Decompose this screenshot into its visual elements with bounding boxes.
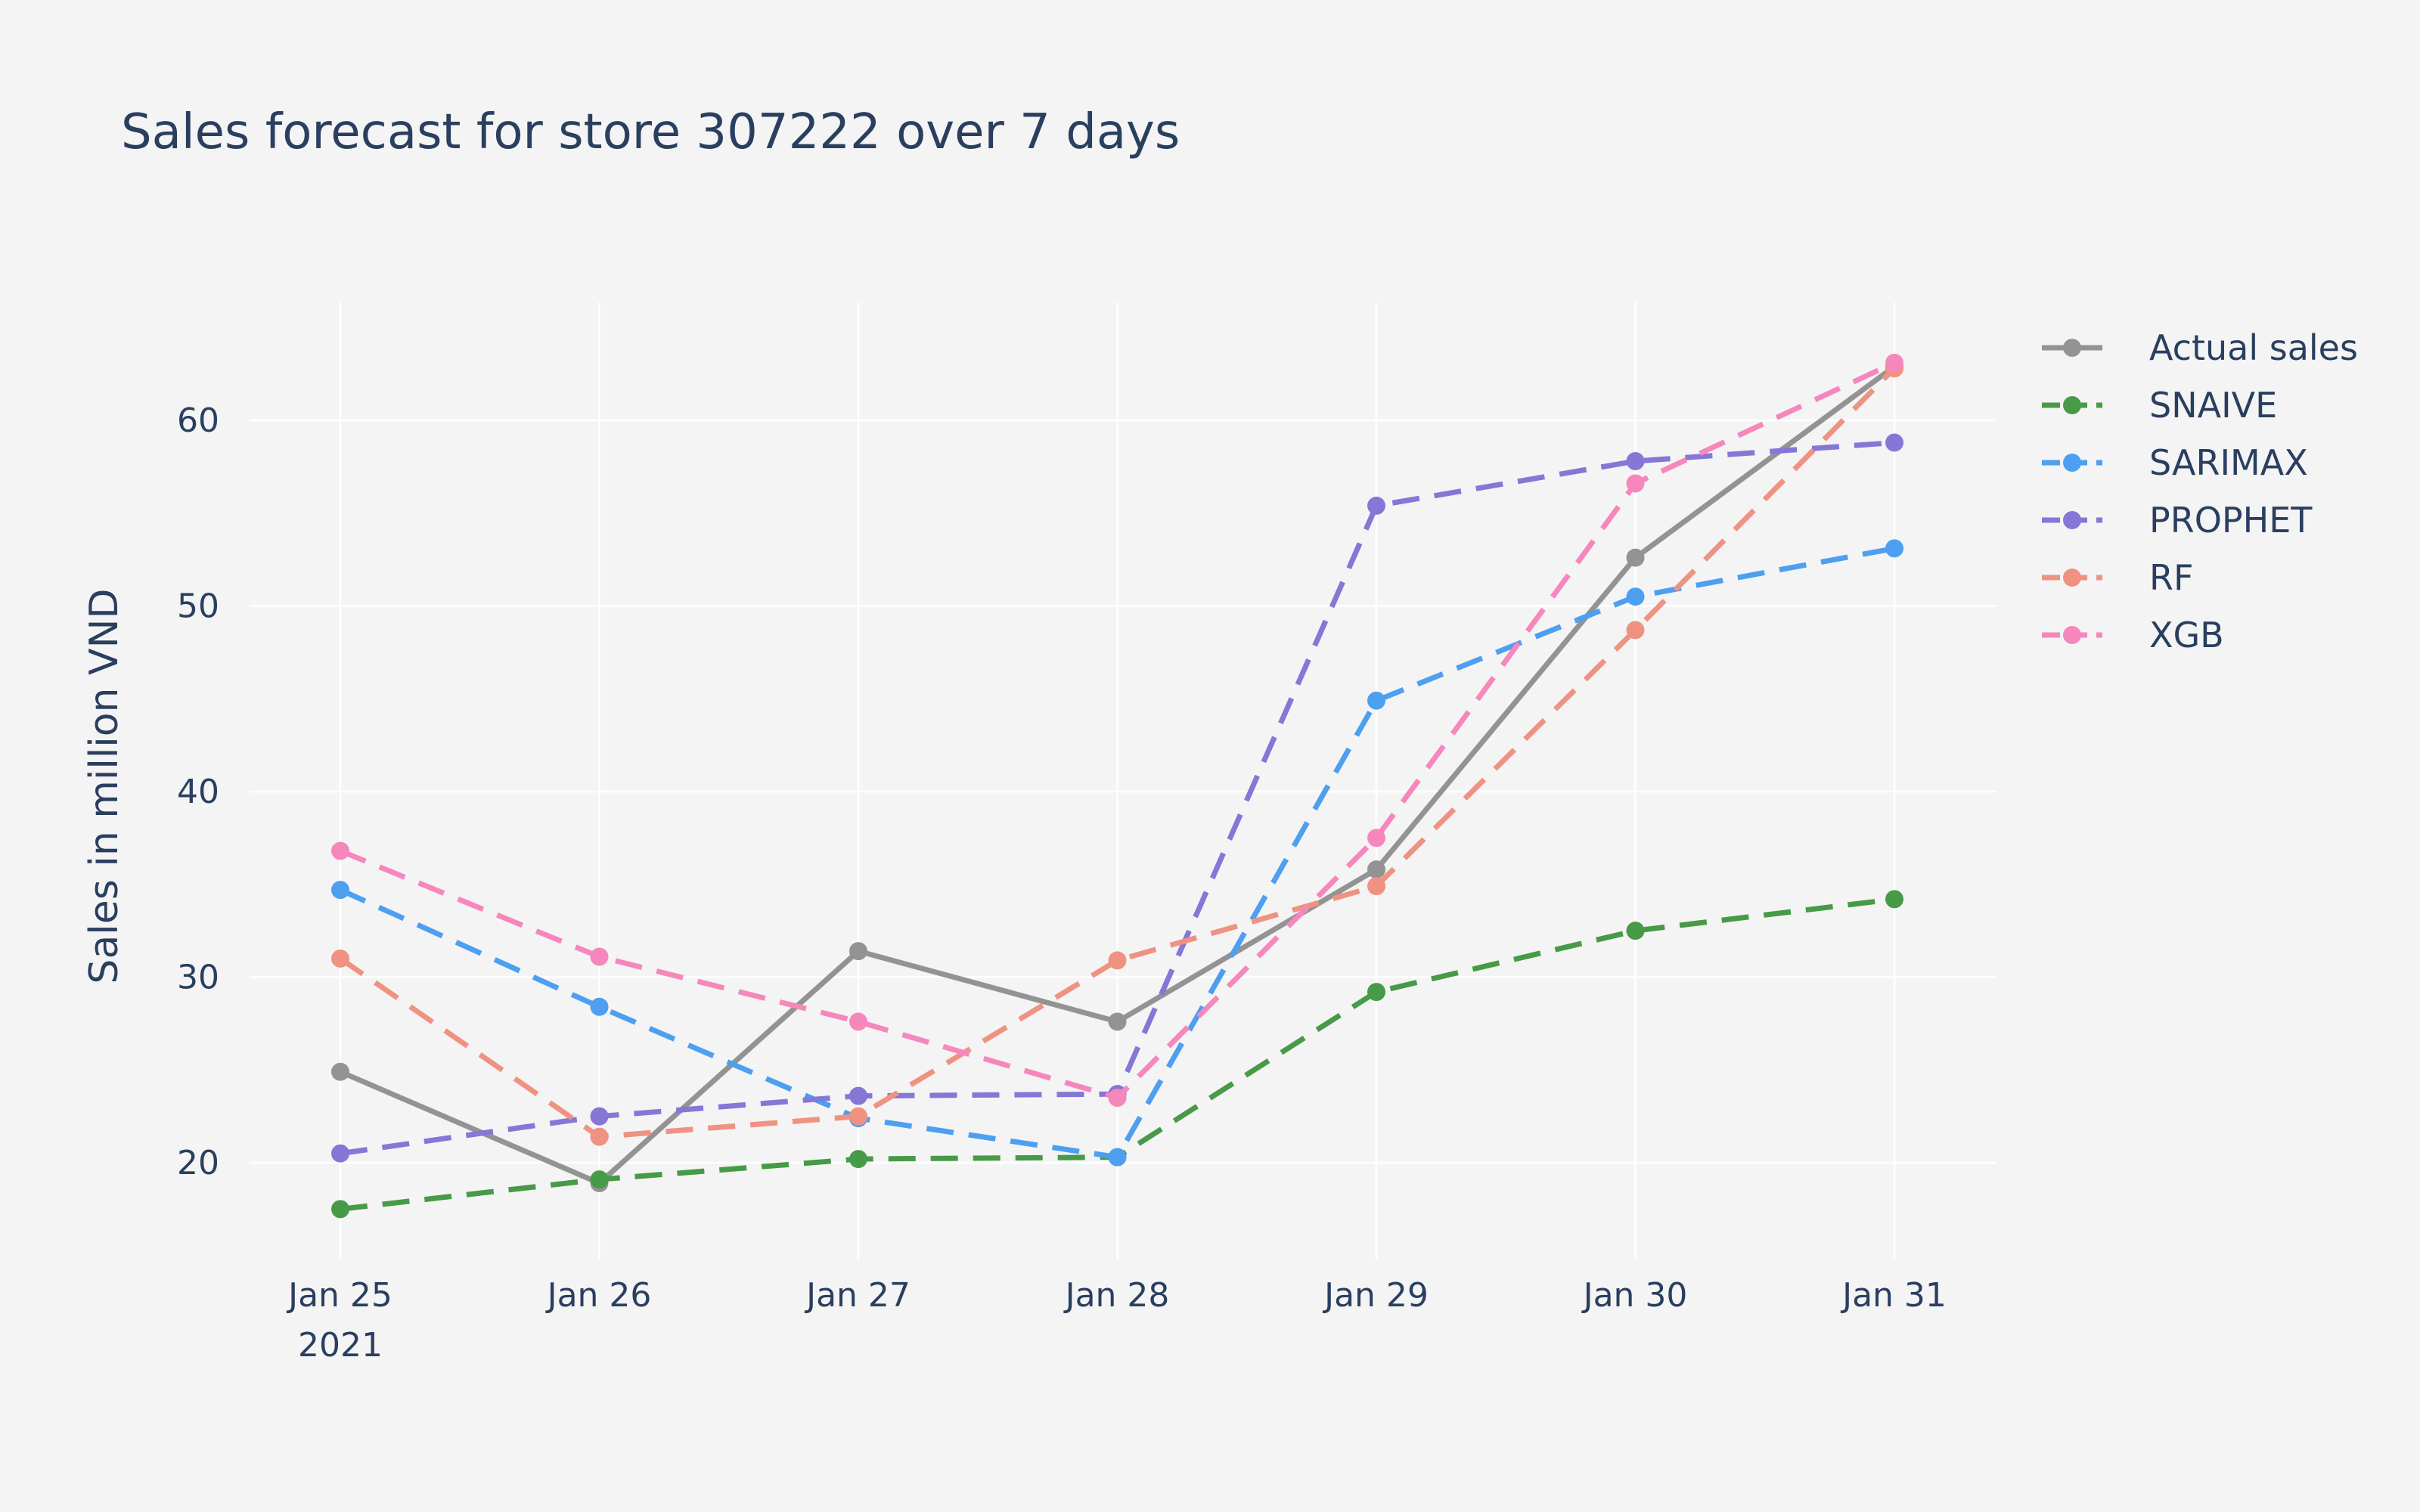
data-point-rf[interactable] [1367, 877, 1385, 896]
data-point-xgb[interactable] [331, 841, 349, 860]
legend-label: RF [2149, 557, 2193, 598]
series-xgb [331, 353, 1903, 1108]
x-tick-label: Jan 29 [1322, 1276, 1429, 1315]
legend-label: Actual sales [2149, 327, 2358, 368]
x-tick-label: Jan 25 [286, 1276, 392, 1315]
y-tick-label: 20 [177, 1144, 219, 1182]
legend-item-prophet[interactable]: PROPHET [2042, 500, 2313, 541]
legend-label: SNAIVE [2149, 385, 2277, 426]
data-point-prophet[interactable] [1885, 433, 1903, 452]
legend-swatch-marker [2063, 396, 2081, 414]
data-point-prophet[interactable] [590, 1107, 609, 1126]
x-year-label: 2021 [298, 1326, 383, 1365]
data-point-sarimax[interactable] [1367, 691, 1385, 710]
y-tick-label: 50 [177, 587, 219, 626]
data-point-rf[interactable] [1626, 621, 1645, 640]
data-point-snaive[interactable] [849, 1150, 867, 1169]
data-point-snaive[interactable] [1626, 922, 1645, 940]
data-point-xgb[interactable] [1885, 353, 1903, 372]
data-point-actual-sales[interactable] [331, 1062, 349, 1081]
data-point-snaive[interactable] [1367, 983, 1385, 1002]
data-point-prophet[interactable] [331, 1144, 349, 1163]
data-point-actual-sales[interactable] [1367, 860, 1385, 879]
series-rf [331, 359, 1903, 1146]
legend-swatch-marker [2063, 626, 2081, 644]
data-point-prophet[interactable] [1626, 452, 1645, 471]
data-point-rf[interactable] [1108, 951, 1127, 970]
data-point-snaive[interactable] [590, 1170, 609, 1189]
legend-item-actual-sales[interactable]: Actual sales [2042, 327, 2358, 368]
data-point-sarimax[interactable] [331, 881, 349, 900]
data-point-prophet[interactable] [849, 1086, 867, 1105]
x-tick-label: Jan 30 [1581, 1276, 1688, 1315]
legend-swatch-marker [2063, 339, 2081, 357]
data-point-actual-sales[interactable] [849, 942, 867, 961]
y-tick-label: 30 [177, 959, 219, 997]
legend-swatch-marker [2063, 511, 2081, 529]
gridlines [250, 302, 1996, 1259]
data-point-sarimax[interactable] [590, 997, 609, 1016]
legend-item-sarimax[interactable]: SARIMAX [2042, 442, 2308, 483]
data-point-prophet[interactable] [1367, 496, 1385, 515]
x-axis-ticks: Jan 25 Jan 26 Jan 27 Jan 28 Jan 29 Jan 30 Jan … [286, 1276, 1947, 1365]
y-axis-title: Sales in million VND [82, 588, 127, 984]
x-tick-label: Jan 27 [804, 1276, 911, 1315]
data-point-xgb[interactable] [849, 1012, 867, 1031]
data-point-rf[interactable] [590, 1127, 609, 1146]
data-point-sarimax[interactable] [1885, 539, 1903, 558]
legend-item-snaive[interactable]: SNAIVE [2042, 385, 2277, 426]
data-point-snaive[interactable] [1885, 890, 1903, 909]
data-point-xgb[interactable] [1367, 829, 1385, 847]
y-axis-ticks: 20 30 40 50 60 [177, 401, 219, 1182]
data-point-actual-sales[interactable] [1108, 1012, 1127, 1031]
data-point-sarimax[interactable] [1626, 587, 1645, 606]
chart-title: Sales forecast for store 307222 over 7 d… [121, 104, 1180, 160]
data-point-xgb[interactable] [590, 947, 609, 966]
data-point-xgb[interactable] [1626, 474, 1645, 493]
data-point-snaive[interactable] [331, 1200, 349, 1219]
legend-label: XGB [2149, 615, 2224, 655]
y-tick-label: 60 [177, 401, 219, 440]
x-tick-label: Jan 28 [1063, 1276, 1170, 1315]
legend-label: SARIMAX [2149, 442, 2308, 483]
legend-item-xgb[interactable]: XGB [2042, 615, 2224, 655]
data-point-sarimax[interactable] [1108, 1148, 1127, 1167]
legend-item-rf[interactable]: RF [2042, 557, 2193, 598]
y-tick-label: 40 [177, 773, 219, 811]
x-tick-label: Jan 26 [545, 1276, 652, 1315]
data-point-xgb[interactable] [1108, 1089, 1127, 1108]
data-point-rf[interactable] [331, 949, 349, 968]
data-point-actual-sales[interactable] [1626, 548, 1645, 567]
data-point-rf[interactable] [849, 1107, 867, 1126]
x-tick-label: Jan 31 [1840, 1276, 1947, 1315]
legend[interactable]: Actual sales SNAIVE SARIMAX PROPHET RF XGB [2042, 327, 2358, 655]
series-group [331, 353, 1903, 1219]
legend-swatch-marker [2063, 569, 2081, 587]
legend-swatch-marker [2063, 454, 2081, 472]
legend-label: PROPHET [2149, 500, 2313, 541]
